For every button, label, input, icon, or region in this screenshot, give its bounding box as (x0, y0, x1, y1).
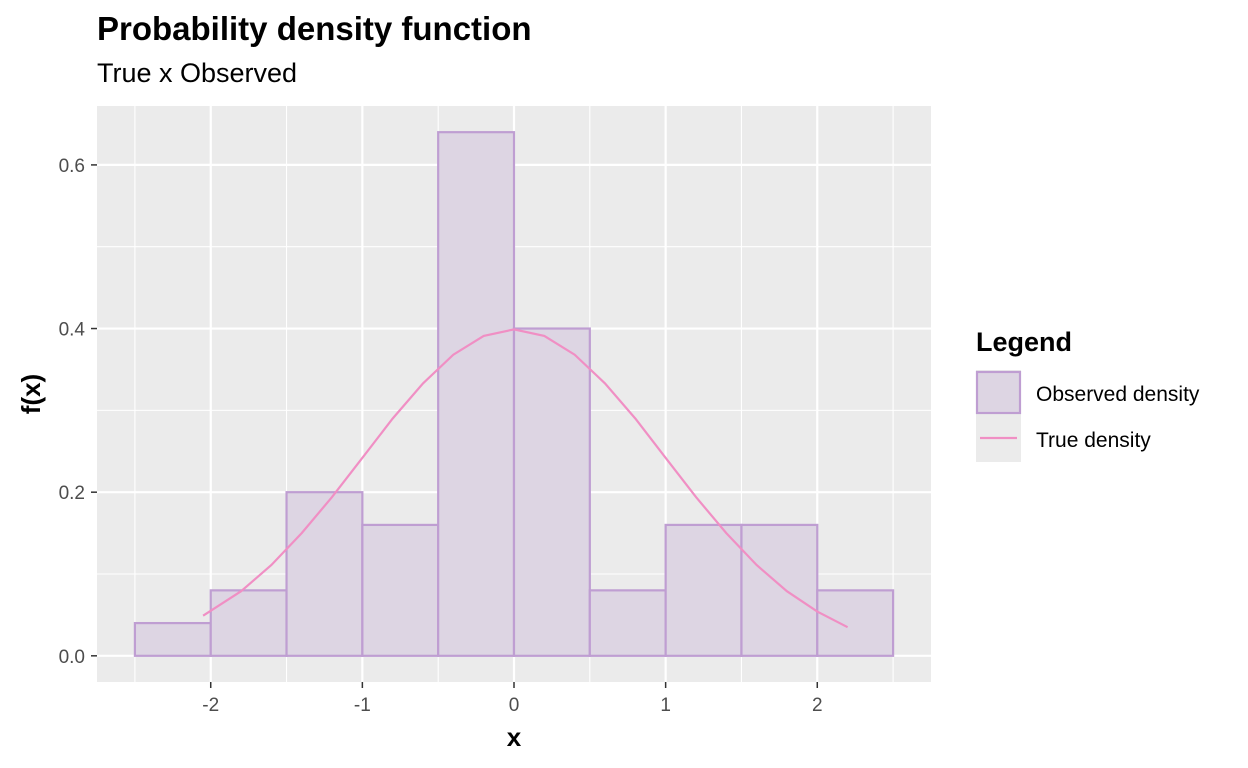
legend: Legend Observed density True density (975, 327, 1200, 462)
legend-title: Legend (976, 327, 1072, 357)
x-tick-label: 1 (660, 695, 671, 716)
legend-key-observed (975, 370, 1022, 415)
y-tick-label: 0.6 (59, 156, 85, 177)
histogram-bar (588, 589, 667, 657)
histogram-bar (740, 523, 819, 657)
x-tick-label: -1 (354, 695, 371, 716)
histogram-bar (361, 523, 440, 657)
legend-label-true: True density (1036, 429, 1151, 452)
x-axis-title: x (507, 722, 522, 752)
histogram-bar (512, 327, 591, 657)
histogram-bar (209, 589, 288, 657)
y-axis-ticks: 0.0 0.2 0.4 0.6 (59, 156, 97, 668)
histogram-bar (437, 131, 516, 657)
y-tick-label: 0.0 (59, 647, 85, 668)
true-density-line (202, 328, 849, 629)
legend-label-observed: Observed density (1036, 383, 1200, 406)
y-tick-label: 0.4 (59, 320, 86, 341)
y-axis-title: f(x) (16, 374, 46, 414)
histogram-bars (133, 131, 895, 657)
x-tick-label: 0 (509, 695, 520, 716)
chart-subtitle: True x Observed (97, 58, 298, 88)
y-tick-label: 0.2 (59, 483, 85, 504)
histogram-bar (133, 621, 212, 657)
chart-title: Probability density function (97, 10, 532, 47)
histogram-bar (664, 523, 743, 657)
histogram-bar (285, 491, 364, 657)
x-axis-ticks: -2 -1 0 1 2 (202, 682, 823, 716)
x-tick-label: 2 (812, 695, 823, 716)
x-tick-label: -2 (202, 695, 219, 716)
histogram-bar (816, 589, 895, 657)
